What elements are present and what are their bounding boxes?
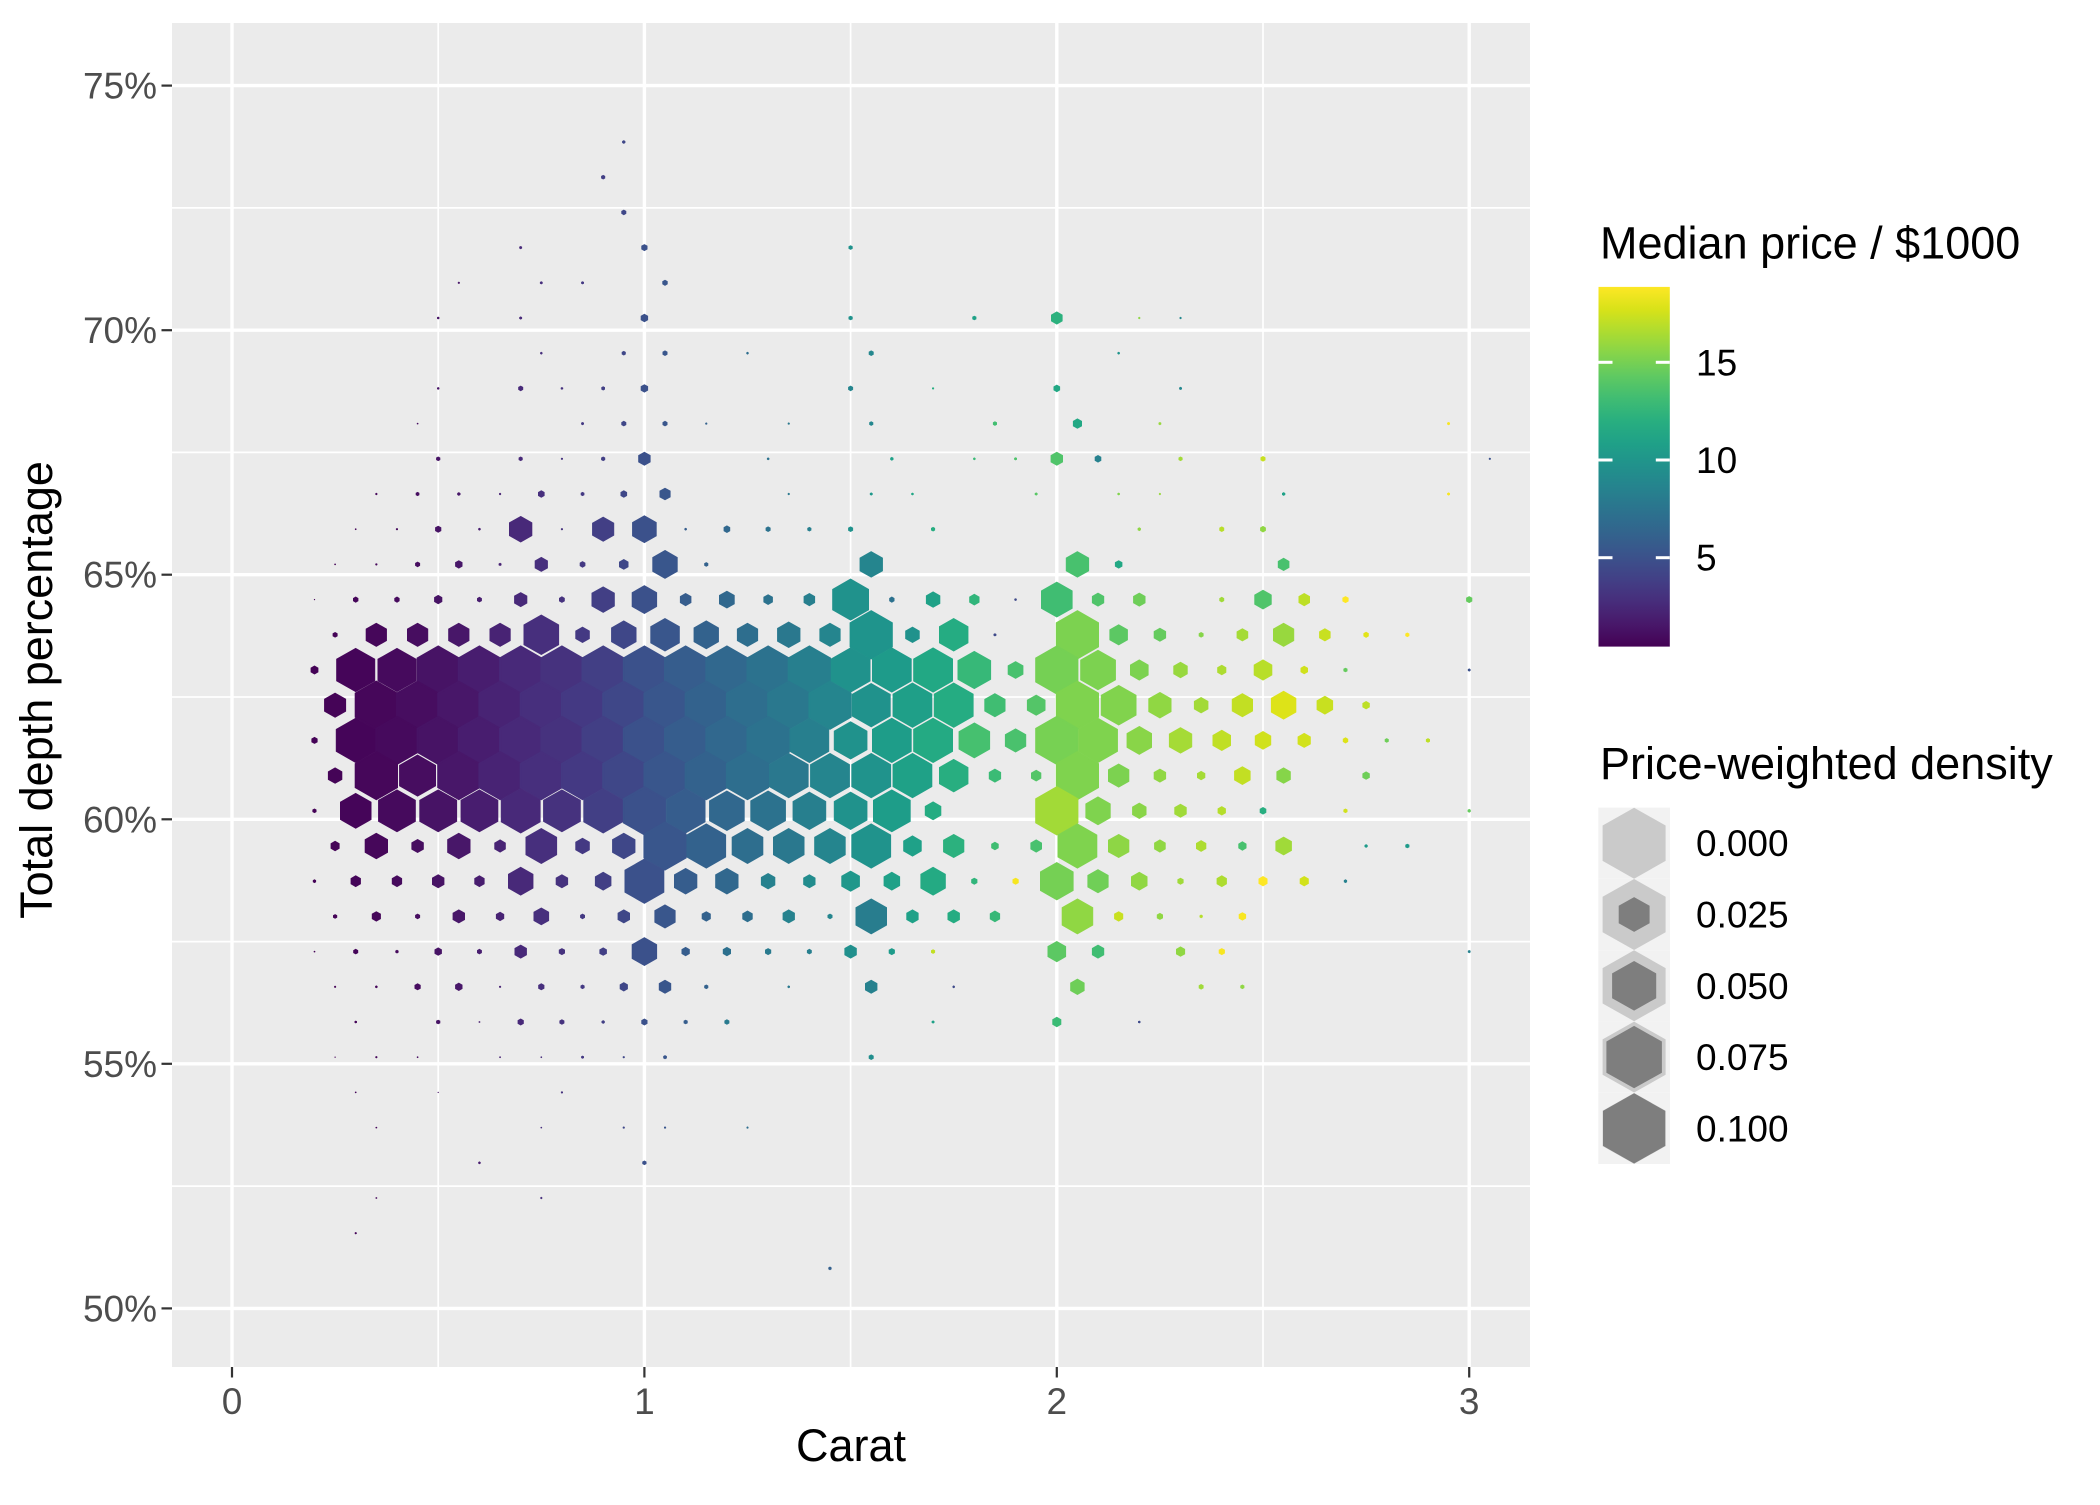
svg-text:Median price / $1000: Median price / $1000 [1600,218,2020,269]
svg-text:65%: 65% [83,555,157,596]
svg-text:70%: 70% [83,310,157,351]
svg-text:Total depth percentage: Total depth percentage [11,461,62,919]
svg-text:0.025: 0.025 [1696,895,1789,936]
svg-text:0.000: 0.000 [1696,823,1789,864]
svg-text:2: 2 [1047,1381,1068,1422]
svg-text:50%: 50% [83,1288,157,1329]
svg-text:Carat: Carat [796,1420,907,1471]
svg-text:0.075: 0.075 [1696,1037,1789,1078]
svg-text:0.050: 0.050 [1696,966,1789,1007]
svg-text:75%: 75% [83,66,157,107]
svg-text:15: 15 [1696,342,1737,383]
svg-text:Price-weighted density: Price-weighted density [1600,738,2053,789]
svg-text:5: 5 [1696,538,1717,579]
svg-text:1: 1 [634,1381,655,1422]
svg-text:0.100: 0.100 [1696,1108,1789,1149]
svg-text:55%: 55% [83,1044,157,1085]
svg-text:3: 3 [1459,1381,1480,1422]
svg-text:60%: 60% [83,799,157,840]
svg-text:10: 10 [1696,440,1737,481]
svg-text:0: 0 [222,1381,243,1422]
